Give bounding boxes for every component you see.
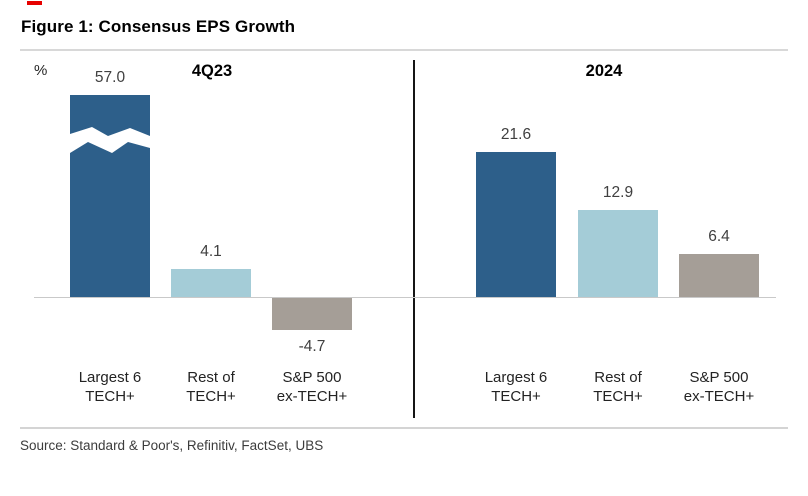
bar-rest-of-tech-4q23 <box>171 269 251 297</box>
source-note: Source: Standard & Poor's, Refinitiv, Fa… <box>20 438 324 453</box>
footer-divider-rule <box>20 427 788 429</box>
panel-title-4q23: 4Q23 <box>191 62 233 80</box>
value-label-sp500-ex-tech-4q23: -4.7 <box>298 338 326 355</box>
axis-break-marker <box>70 127 150 153</box>
bar-rest-of-tech-2024 <box>578 210 658 297</box>
bar-largest6-tech-4q23 <box>70 95 150 297</box>
value-label-largest6-tech-4q23: 57.0 <box>94 69 126 86</box>
bar-largest6-tech-2024 <box>476 152 556 297</box>
value-label-largest6-tech-2024: 21.6 <box>500 126 532 143</box>
zero-baseline <box>34 297 776 298</box>
figure-title: Figure 1: Consensus EPS Growth <box>21 17 296 36</box>
bar-sp500-ex-tech-2024 <box>679 254 759 297</box>
category-label-sp500-ex-tech-2024: S&P 500 ex-TECH+ <box>683 369 755 406</box>
bar-sp500-ex-tech-4q23 <box>272 298 352 330</box>
category-label-sp500-ex-tech-4q23: S&P 500 ex-TECH+ <box>276 369 348 406</box>
category-label-largest6-tech-2024: Largest 6 TECH+ <box>484 369 548 406</box>
panel-title-2024: 2024 <box>585 62 623 80</box>
title-divider-rule <box>20 49 788 51</box>
y-axis-unit-label: % <box>34 62 48 79</box>
category-label-rest-of-tech-4q23: Rest of TECH+ <box>186 369 236 406</box>
value-label-rest-of-tech-4q23: 4.1 <box>200 243 222 260</box>
brand-red-dash <box>27 1 42 5</box>
value-label-rest-of-tech-2024: 12.9 <box>602 184 634 201</box>
panel-divider-line <box>413 60 415 418</box>
value-label-sp500-ex-tech-2024: 6.4 <box>708 228 730 245</box>
category-label-largest6-tech-4q23: Largest 6 TECH+ <box>78 369 142 406</box>
category-label-rest-of-tech-2024: Rest of TECH+ <box>593 369 643 406</box>
